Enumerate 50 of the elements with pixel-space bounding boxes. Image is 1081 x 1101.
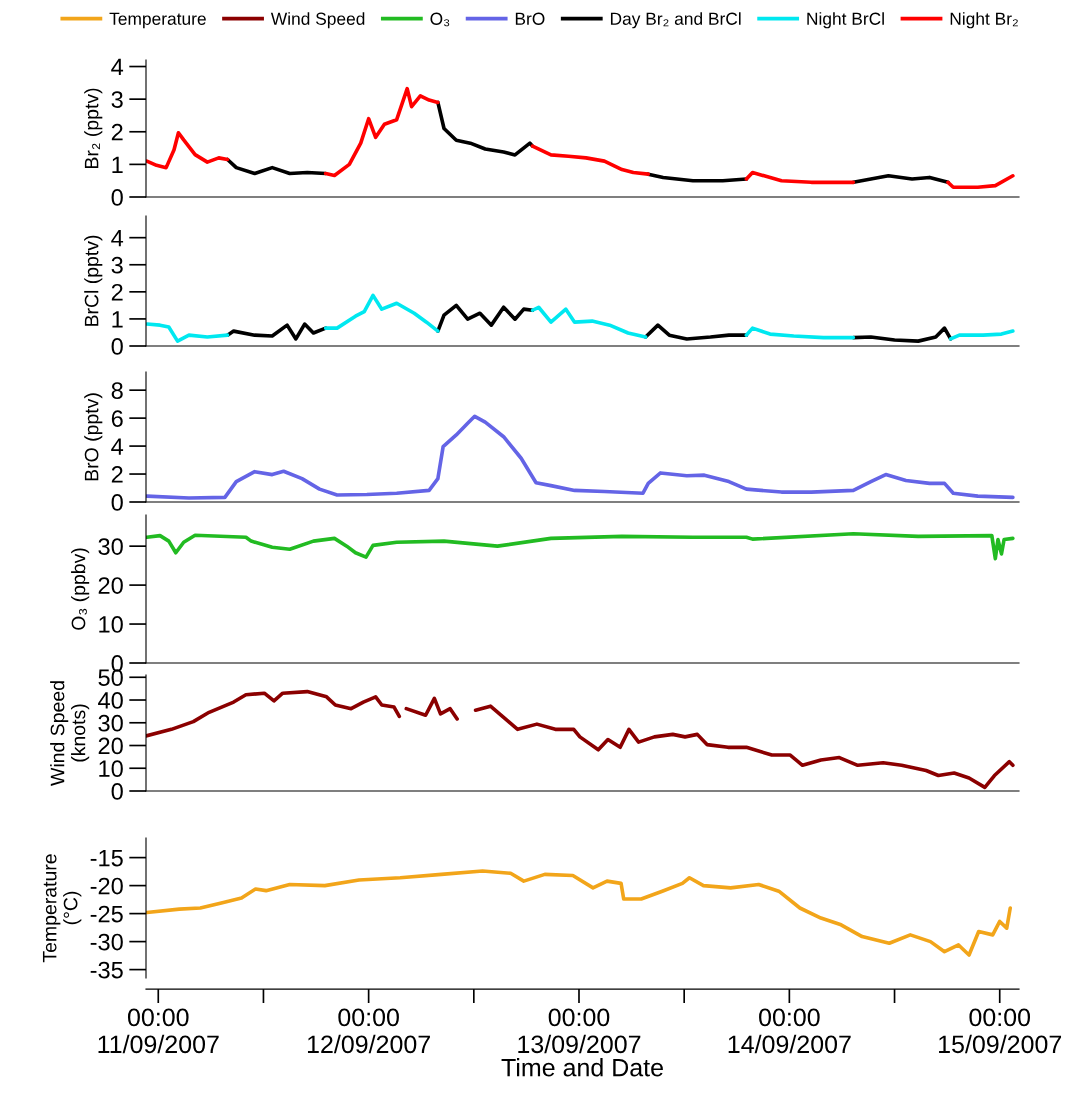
y-axis-title: Temperature (°C) (42, 854, 82, 963)
y-tick-label: 4 (111, 58, 124, 76)
x-tick-label: 00:00 11/09/2007 (98, 1008, 219, 1054)
y-tick-label: 4 (111, 229, 124, 247)
y-tick-label: 0 (111, 338, 123, 355)
x-tick-label: 00:00 15/09/2007 (939, 1008, 1062, 1054)
y-tick-label: 10 (99, 616, 123, 633)
y-tick-label: -25 (90, 905, 123, 923)
y-tick-label: 0 (111, 494, 123, 511)
y-tick-label: -20 (90, 877, 123, 895)
y-tick-label: 1 (112, 311, 123, 328)
y-tick-label: 2 (111, 466, 123, 483)
line-series (146, 531, 1015, 561)
y-tick-label: -35 (90, 961, 123, 979)
y-tick-label: 0 (111, 189, 123, 206)
y-tick-label: 30 (98, 714, 123, 732)
y-tick-label: 8 (111, 382, 123, 399)
y-tick-label: 6 (111, 410, 123, 427)
y-axis-title: O₃ (ppbv) (71, 548, 90, 630)
y-tick-label: 0 (111, 783, 123, 800)
y-tick-label: 2 (111, 283, 123, 301)
x-axis-title: Time and Date (501, 1058, 663, 1077)
x-tick-label: 00:00 12/09/2007 (307, 1008, 430, 1054)
legend-label: Day Br₂ and BrCl (610, 12, 741, 29)
legend-label: Night BrCl (807, 12, 884, 29)
y-axis-title: BrCl (pptv) (84, 235, 103, 326)
y-axis-title: Br₂ (pptv) (84, 88, 103, 168)
line-series (146, 414, 1015, 500)
legend-label: O₃ (430, 12, 450, 27)
y-axis-title: BrO (pptv) (84, 393, 103, 481)
y-tick-label: -30 (90, 933, 123, 951)
y-axis-title: Wind Speed (knots) (50, 681, 90, 786)
legend-label: BrO (515, 12, 545, 25)
y-tick-label: 3 (111, 256, 123, 274)
y-tick-label: 10 (99, 760, 123, 778)
y-tick-label: 4 (111, 438, 124, 455)
legend-label: Wind Speed (270, 12, 365, 29)
legend-label: Temperature (109, 12, 206, 29)
line-series (146, 869, 1013, 957)
y-tick-label: 20 (98, 577, 123, 594)
y-tick-label: 3 (111, 91, 123, 108)
y-tick-label: 1 (112, 156, 123, 173)
y-tick-label: 30 (98, 538, 123, 555)
legend-label: Night Br₂ (950, 12, 1018, 29)
x-tick-label: 00:00 14/09/2007 (728, 1008, 851, 1054)
y-tick-label: 2 (111, 123, 123, 141)
y-tick-label: 20 (98, 737, 123, 755)
y-tick-label: -15 (90, 849, 123, 867)
x-tick-label: 00:00 13/09/2007 (518, 1008, 641, 1054)
y-tick-label: 40 (98, 692, 123, 709)
